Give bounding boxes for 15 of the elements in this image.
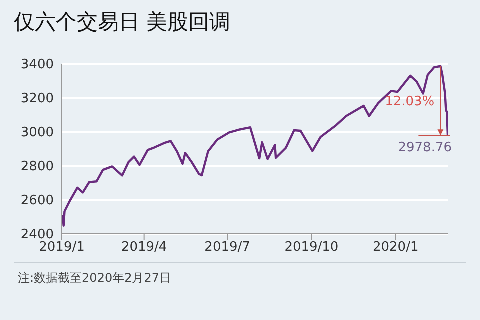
y-tick-label: 2400: [20, 228, 54, 243]
y-tick-label: 3200: [20, 92, 54, 107]
annotation: 12.03%: [385, 94, 435, 110]
x-tick-label: 2019/10: [284, 240, 339, 256]
y-tick-label: 3400: [20, 58, 54, 73]
annotation: 2978.76: [398, 140, 452, 156]
y-tick-label: 3000: [20, 126, 54, 141]
text: 注:数据截至2020年2月27日: [18, 270, 172, 287]
x-tick-label: 2019/7: [204, 240, 250, 256]
y-tick-label: 2800: [20, 160, 54, 175]
x-tick-label: 2019/4: [121, 240, 168, 256]
x-tick-label: 2020/1: [372, 240, 419, 256]
x-tick-label: 2019/1: [39, 240, 85, 256]
y-tick-label: 2600: [20, 194, 54, 209]
chart-title: 仅六个交易日 美股回调: [14, 9, 231, 36]
